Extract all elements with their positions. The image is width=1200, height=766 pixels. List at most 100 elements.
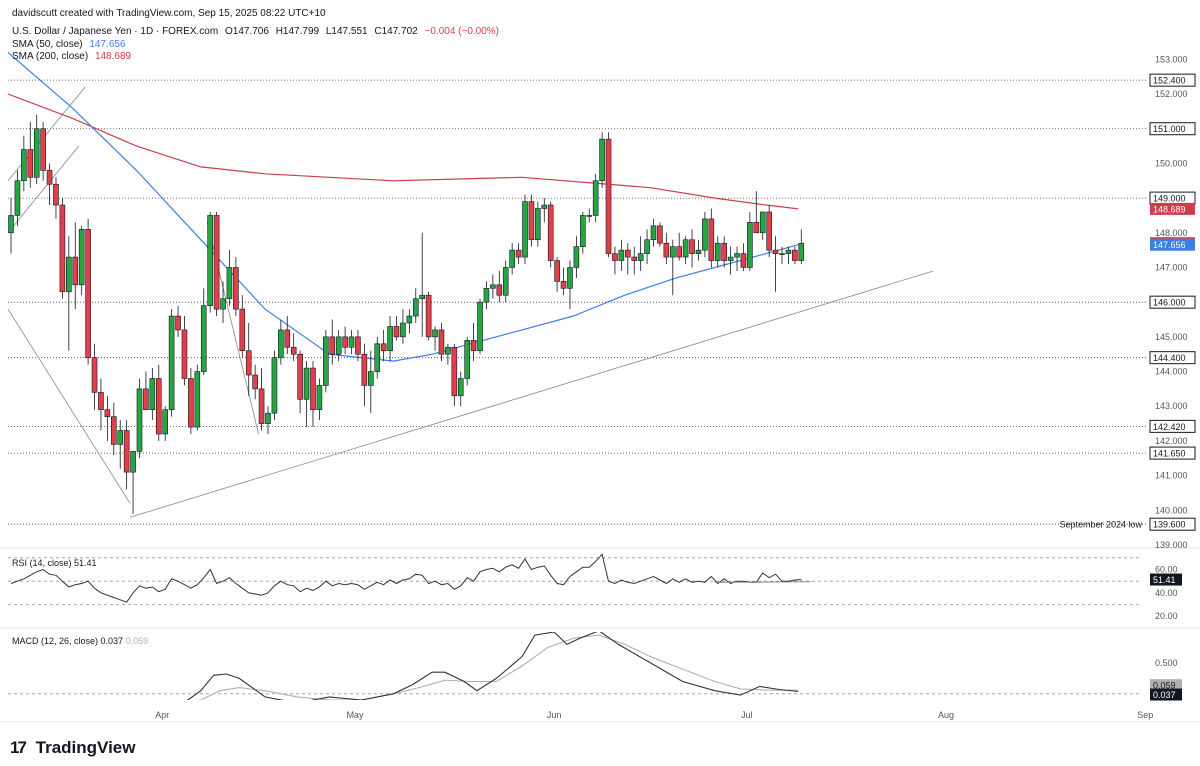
sma200-value: 148.689 [94, 51, 132, 62]
candle [155, 364, 162, 441]
candle [419, 232, 426, 337]
candle [766, 205, 772, 258]
candle-body [149, 378, 156, 411]
candle [406, 309, 413, 334]
signal-value-tag [1150, 679, 1182, 692]
rsi-axis-tick: 60.00 [1155, 565, 1178, 575]
candle-body [477, 301, 483, 352]
candle [412, 288, 419, 323]
candle [123, 420, 130, 490]
tradingview-brand[interactable]: 17 TradingView [10, 738, 135, 758]
price-change: −0.004 (−0.00%) [424, 26, 500, 37]
candle [361, 343, 368, 407]
candle [445, 343, 451, 365]
rsi-trendline [714, 581, 812, 583]
rsi-plot [8, 553, 1140, 605]
candle [798, 229, 805, 265]
candle-body [21, 149, 27, 182]
price-axis-tick: 145.000 [1155, 332, 1188, 342]
symbol-name[interactable]: U.S. Dollar / Japanese Yen · 1D · FOREX.… [12, 26, 219, 37]
candle-body [714, 242, 721, 261]
trendline [8, 308, 131, 504]
candle-body [612, 253, 618, 261]
candle-body [669, 246, 676, 258]
candle-body [457, 378, 464, 397]
candle-body [329, 336, 336, 355]
candle [355, 329, 361, 362]
candle [567, 260, 573, 310]
candle-body [567, 267, 573, 289]
level-tag [1149, 351, 1196, 365]
price-axis-tick: 141.000 [1155, 471, 1188, 481]
sma200-legend[interactable]: SMA (200, close) 148.689 [12, 51, 135, 62]
rsi-axis-tick: 40.00 [1155, 588, 1178, 598]
candle-body [162, 409, 168, 435]
candle [374, 336, 381, 379]
sma200-label: SMA (200, close) [12, 51, 89, 62]
candle [483, 281, 490, 310]
candle-body [265, 412, 271, 424]
price-axis-tick: 152.000 [1155, 89, 1188, 99]
candle [200, 288, 207, 376]
candle-body [98, 392, 104, 411]
rsi-legend-value: 51.41 [74, 558, 97, 568]
candle [695, 239, 702, 261]
candle [136, 378, 143, 459]
candle-body [432, 329, 438, 338]
candle-body [374, 343, 381, 372]
last-value-tag [1150, 238, 1195, 251]
trendline [8, 145, 79, 234]
candle-body [599, 138, 605, 182]
candle-body [367, 371, 374, 386]
candle [252, 364, 258, 400]
level-tag [1149, 73, 1196, 87]
candle-body [14, 180, 21, 216]
candle [599, 132, 605, 188]
candle [515, 243, 522, 265]
candle-body [226, 267, 233, 300]
candle [265, 406, 271, 434]
candle [727, 246, 734, 275]
candle-body [496, 284, 503, 296]
candle-body [419, 294, 426, 300]
candle-body [200, 305, 207, 372]
candle-body [425, 294, 432, 338]
candle-body [464, 340, 470, 379]
candle-body [220, 298, 226, 310]
candle-body [91, 357, 98, 393]
candle-body [451, 346, 458, 397]
candle [27, 121, 34, 188]
candle [470, 322, 477, 362]
time-axis-label: Aug [938, 710, 954, 720]
candle [117, 420, 124, 469]
candle-body [406, 315, 413, 324]
candle-body [798, 242, 805, 261]
candle [98, 378, 104, 431]
price-axis-tick: 148.000 [1155, 228, 1188, 238]
sma50-legend[interactable]: SMA (50, close) 147.656 [12, 39, 130, 50]
candle [348, 329, 355, 355]
candle-body [104, 409, 111, 417]
candle-body [290, 346, 297, 355]
candle-body [592, 180, 599, 216]
candle-body [59, 204, 66, 293]
candle-body [66, 256, 72, 293]
candle-body [766, 211, 772, 251]
time-axis-label: Sep [1137, 710, 1153, 720]
candle [233, 257, 239, 317]
candle [220, 281, 226, 323]
candle-body [271, 357, 278, 414]
candle [573, 236, 580, 278]
candle [245, 322, 252, 396]
candle-body [689, 239, 695, 254]
candle-body [130, 451, 136, 473]
candle-body [605, 138, 612, 254]
candle [477, 298, 483, 355]
candle [669, 239, 676, 296]
candle [284, 316, 291, 355]
candle-body [624, 249, 631, 258]
candle-body [284, 329, 291, 348]
candle [207, 211, 213, 313]
candle-body [541, 204, 548, 209]
